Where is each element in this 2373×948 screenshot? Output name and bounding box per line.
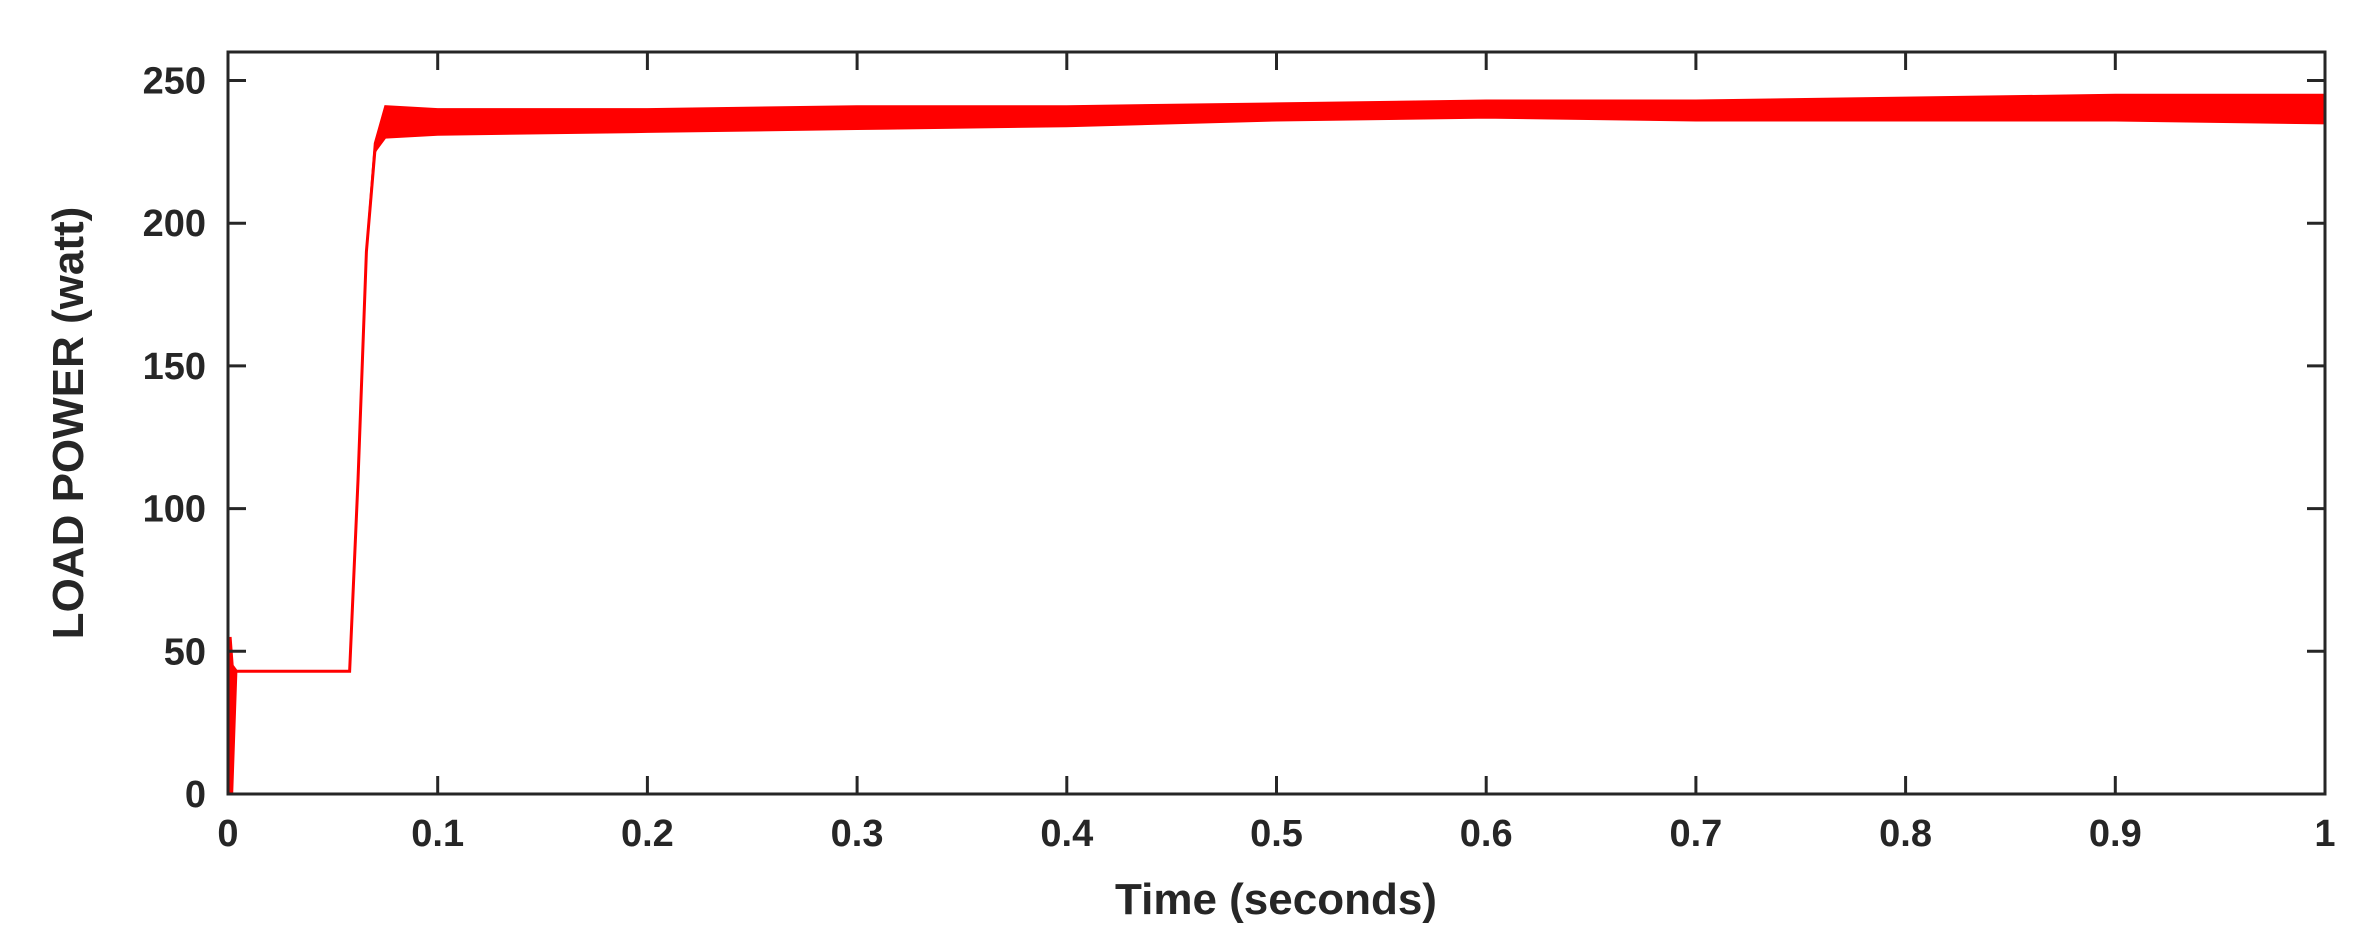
x-tick-label: 0.8 xyxy=(1879,813,1932,855)
y-axis: 0 50 100 150 200 250 xyxy=(143,61,2325,816)
x-tick-label: 0.2 xyxy=(621,813,674,855)
y-tick-label: 50 xyxy=(164,631,206,673)
x-tick-label: 0 xyxy=(217,813,238,855)
x-tick-label: 1 xyxy=(2314,813,2335,855)
y-tick-label: 0 xyxy=(185,774,206,816)
x-tick-label: 0.5 xyxy=(1250,813,1303,855)
y-axis-title: LOAD POWER (watt) xyxy=(44,207,93,640)
x-tick-label: 0.4 xyxy=(1040,813,1093,855)
series-line xyxy=(226,107,2325,795)
x-tick-label: 0.6 xyxy=(1460,813,1513,855)
x-tick-label: 0.1 xyxy=(411,813,464,855)
y-tick-label: 150 xyxy=(143,346,206,388)
x-tick-label: 0.7 xyxy=(1669,813,1722,855)
plot-background xyxy=(228,52,2325,794)
x-axis-title: Time (seconds) xyxy=(1115,875,1437,924)
x-tick-label: 0.9 xyxy=(2089,813,2142,855)
y-tick-label: 200 xyxy=(143,203,206,245)
y-tick-label: 250 xyxy=(143,61,206,103)
x-tick-label: 0.3 xyxy=(831,813,884,855)
y-tick-label: 100 xyxy=(143,489,206,531)
x-axis: 0 0.1 0.2 0.3 0.4 0.5 0.6 0.7 0.8 0.9 1 xyxy=(217,52,2336,855)
